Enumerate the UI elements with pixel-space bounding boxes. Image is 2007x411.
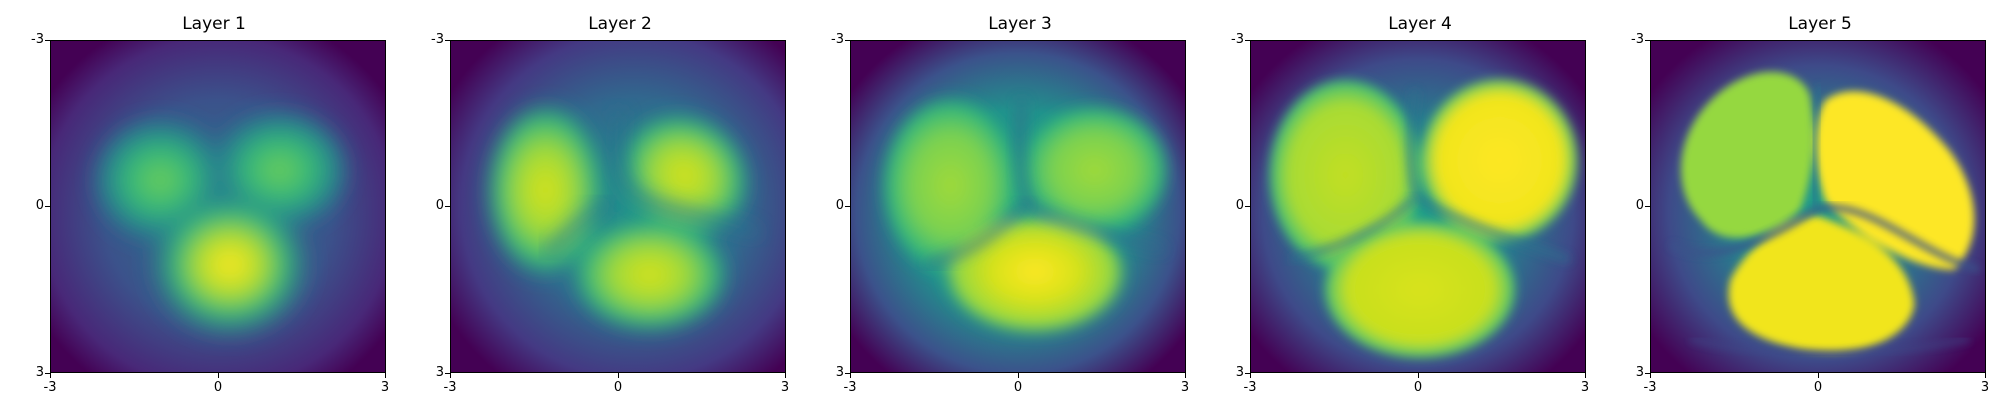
y-tick-label: -3 (31, 32, 44, 47)
y-tick-label: 0 (835, 198, 844, 213)
x-tick-mark (785, 373, 786, 378)
x-tick-label: 0 (1813, 380, 1823, 395)
x-tick-mark (1818, 373, 1819, 378)
x-tick-mark (1585, 373, 1586, 378)
heatmap-plot-area (1250, 40, 1586, 373)
x-tick-mark (618, 373, 619, 378)
y-tick-label: -3 (831, 32, 844, 47)
panel-title: Layer 1 (182, 14, 246, 34)
x-tick-mark (1018, 373, 1019, 378)
x-tick-label: 0 (213, 380, 223, 395)
y-tick-label: -3 (1231, 32, 1244, 47)
x-tick-label: -3 (1643, 380, 1657, 395)
x-tick-mark (1650, 373, 1651, 378)
x-tick-mark (1185, 373, 1186, 378)
y-tick-mark (445, 373, 450, 374)
y-tick-mark (845, 373, 850, 374)
y-tick-label: 0 (1635, 198, 1644, 213)
panel-title: Layer 5 (1788, 14, 1852, 34)
heatmap-image (1651, 41, 1985, 372)
y-tick-label: 3 (1635, 365, 1644, 380)
heatmap-plot-area (450, 40, 786, 373)
heatmap-image (451, 41, 785, 372)
heatmap-plot-area (850, 40, 1186, 373)
x-tick-label: 3 (380, 380, 390, 395)
x-tick-label: -3 (1243, 380, 1257, 395)
y-tick-label: 3 (835, 365, 844, 380)
x-tick-mark (218, 373, 219, 378)
x-tick-label: 0 (613, 380, 623, 395)
y-tick-mark (1245, 206, 1250, 207)
heatmap-image (1251, 41, 1585, 372)
x-tick-mark (1418, 373, 1419, 378)
x-tick-label: 3 (1980, 380, 1990, 395)
y-tick-mark (845, 40, 850, 41)
x-tick-label: 0 (1413, 380, 1423, 395)
panel-title: Layer 3 (988, 14, 1052, 34)
x-tick-mark (1250, 373, 1251, 378)
x-tick-label: -3 (443, 380, 457, 395)
panel-layer-1: Layer 1 -3 0 3 -3 (31, 0, 432, 411)
panel-title: Layer 4 (1388, 14, 1452, 34)
y-tick-mark (1245, 373, 1250, 374)
x-tick-label: -3 (43, 380, 57, 395)
panel-layer-5: Layer 5 -3 0 3 (1631, 0, 2007, 411)
y-tick-mark (1645, 373, 1650, 374)
heatmap-image (51, 41, 385, 372)
x-tick-mark (450, 373, 451, 378)
x-tick-mark (1985, 373, 1986, 378)
y-tick-mark (445, 206, 450, 207)
y-tick-mark (45, 206, 50, 207)
heatmap-plot-area (1650, 40, 1986, 373)
x-tick-label: -3 (843, 380, 857, 395)
y-tick-mark (1645, 206, 1650, 207)
y-tick-label: 0 (1235, 198, 1244, 213)
x-tick-mark (385, 373, 386, 378)
heatmap-image (851, 41, 1185, 372)
x-tick-mark (850, 373, 851, 378)
y-tick-mark (1245, 40, 1250, 41)
y-tick-mark (1645, 40, 1650, 41)
panel-layer-2: Layer 2 -3 0 3 (431, 0, 832, 411)
y-tick-label: -3 (1631, 32, 1644, 47)
y-tick-mark (445, 40, 450, 41)
y-tick-label: 3 (1235, 365, 1244, 380)
y-tick-mark (45, 40, 50, 41)
x-tick-label: 0 (1013, 380, 1023, 395)
y-tick-mark (845, 206, 850, 207)
panel-layer-4: Layer 4 -3 0 (1231, 0, 1632, 411)
y-tick-label: 0 (435, 198, 444, 213)
y-tick-mark (45, 373, 50, 374)
x-tick-label: 3 (1580, 380, 1590, 395)
heatmap-plot-area (50, 40, 386, 373)
y-tick-label: 3 (435, 365, 444, 380)
panel-title: Layer 2 (588, 14, 652, 34)
panel-layer-3: Layer 3 -3 0 3 (831, 0, 1232, 411)
y-tick-label: -3 (431, 32, 444, 47)
x-tick-mark (50, 373, 51, 378)
x-tick-label: 3 (1180, 380, 1190, 395)
y-tick-label: 3 (35, 365, 44, 380)
y-tick-label: 0 (35, 198, 44, 213)
x-tick-label: 3 (780, 380, 790, 395)
